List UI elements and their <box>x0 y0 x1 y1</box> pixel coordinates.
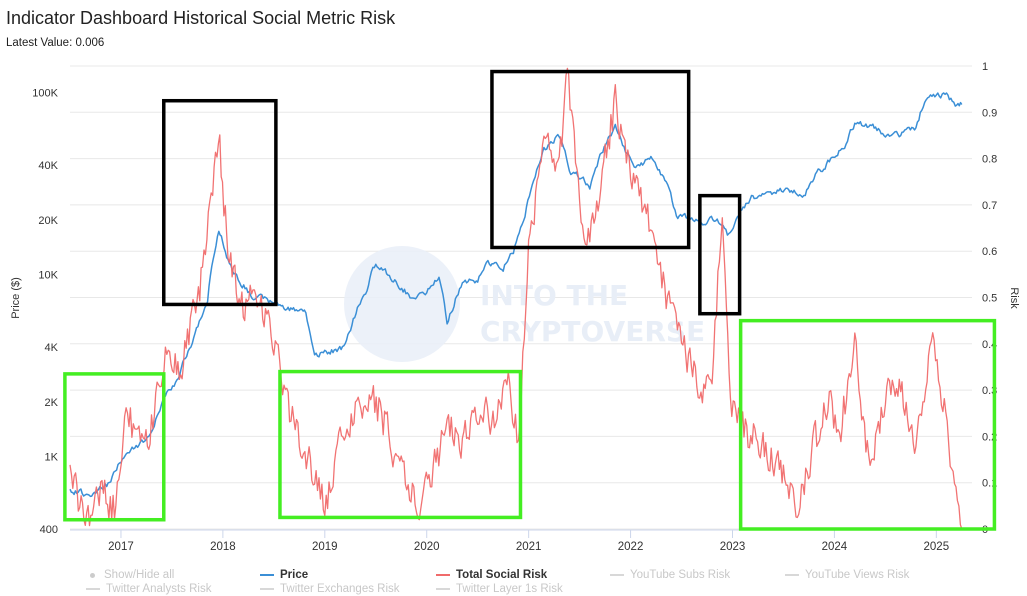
price-series-line <box>69 92 963 498</box>
x-tick-label: 2018 <box>210 541 236 553</box>
legend-item-twitter-layer-1s-risk[interactable]: Twitter Layer 1s Risk <box>436 583 563 595</box>
legend-label: Price <box>280 569 309 581</box>
total-social-risk-series-line <box>69 67 963 530</box>
legend-item-youtube-views-risk[interactable]: YouTube Views Risk <box>785 569 909 581</box>
chart-title: Indicator Dashboard Historical Social Me… <box>6 8 396 28</box>
y-left-label: Price ($) <box>10 277 22 319</box>
annotation-box-green <box>738 318 997 531</box>
x-tick-label: 2024 <box>822 541 848 553</box>
y-left-tick-label: 2K <box>45 397 59 409</box>
x-tick-label: 2020 <box>414 541 440 553</box>
y-right-label: Risk <box>1008 287 1020 309</box>
x-tick-label: 2021 <box>516 541 542 553</box>
chart-area: INTO THE CRYPTOVERSE 100K 40K 20K 10K 4K 2K 1K… <box>10 61 1020 553</box>
y-left-tick-label: 20K <box>38 215 58 227</box>
annotation-box-black <box>490 69 691 250</box>
x-tick-label: 2019 <box>312 541 338 553</box>
legend: Show/Hide all Price Total Social Risk Yo… <box>0 566 1027 596</box>
annotation-box-green <box>278 369 523 520</box>
annotation-box-black <box>162 98 278 307</box>
legend-label: Twitter Layer 1s Risk <box>456 583 563 595</box>
annotation-box-black <box>698 193 742 316</box>
legend-item-youtube-subs-risk[interactable]: YouTube Subs Risk <box>610 569 730 581</box>
watermark-line1: INTO THE <box>480 279 628 312</box>
legend-label: YouTube Views Risk <box>805 569 910 581</box>
line-swatch-icon <box>86 588 100 590</box>
y-right-tick-label: 1 <box>982 61 988 73</box>
watermark-logo <box>344 246 460 362</box>
y-right-tick-label: 0.5 <box>982 293 997 305</box>
legend-item-twitter-exchanges-risk[interactable]: Twitter Exchanges Risk <box>260 583 400 595</box>
legend-label: Total Social Risk <box>456 569 548 581</box>
line-swatch-icon <box>260 588 274 590</box>
watermark: INTO THE CRYPTOVERSE <box>344 246 705 362</box>
legend-label: Twitter Exchanges Risk <box>280 583 400 595</box>
y-left-tick-label: 1K <box>45 452 59 464</box>
line-swatch-icon <box>610 574 624 576</box>
line-swatch-icon <box>436 588 450 590</box>
legend-label: Twitter Analysts Risk <box>106 583 212 595</box>
line-swatch-icon <box>436 574 450 576</box>
x-tick-label: 2022 <box>618 541 644 553</box>
y-left-tick-label: 100K <box>32 88 58 100</box>
legend-item-twitter-analysts-risk[interactable]: Twitter Analysts Risk <box>86 583 211 595</box>
legend-item-total-social-risk[interactable]: Total Social Risk <box>436 569 547 581</box>
legend-item-price[interactable]: Price <box>260 569 308 581</box>
bullet-icon <box>90 572 95 578</box>
x-tick-label: 2025 <box>924 541 950 553</box>
legend-show-hide-all[interactable]: Show/Hide all <box>90 569 174 581</box>
y-left-tick-label: 4K <box>45 342 59 354</box>
line-swatch-icon <box>785 574 799 576</box>
y-right-tick-label: 0.7 <box>982 200 997 212</box>
y-right-tick-label: 0.8 <box>982 154 997 166</box>
legend-show-hide-label: Show/Hide all <box>104 569 175 581</box>
y-left-tick-label: 400 <box>40 524 58 536</box>
line-swatch-icon <box>260 574 274 576</box>
x-tick-label: 2017 <box>108 541 134 553</box>
x-tick-label: 2023 <box>720 541 746 553</box>
y-left-tick-label: 10K <box>38 270 58 282</box>
annotation-box-green <box>63 372 166 522</box>
y-left-tick-label: 40K <box>38 160 58 172</box>
legend-label: YouTube Subs Risk <box>630 569 731 581</box>
y-right-tick-label: 0.9 <box>982 107 997 119</box>
latest-value: Latest Value: 0.006 <box>6 37 105 49</box>
y-right-tick-label: 0.6 <box>982 246 997 258</box>
watermark-line2: CRYPTOVERSE <box>480 315 705 348</box>
